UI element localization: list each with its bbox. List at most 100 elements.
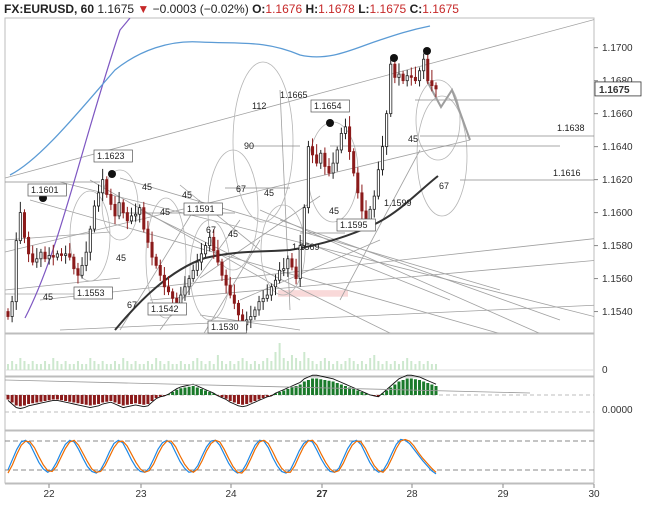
trend-fan-line (139, 209, 391, 333)
candle-body (339, 133, 343, 151)
volume-bar (97, 364, 100, 370)
volume-bar (208, 361, 211, 370)
axes-layer: 1.1540 1.1560 1.1580 1.1600 1.1620 1.1640 1.16… (43, 43, 642, 500)
candle-body (212, 236, 216, 251)
volume-bar (360, 361, 363, 370)
candle-body (397, 73, 401, 78)
volume-bar (52, 358, 55, 370)
volume-bar (216, 355, 219, 370)
volume-bar (89, 358, 92, 370)
volume-bar (348, 358, 351, 370)
price-tick-label: 1.1700 (602, 43, 633, 54)
macd-histogram-bar (422, 381, 426, 395)
candle-body (282, 268, 286, 271)
macd-histogram-bar (129, 395, 133, 404)
candle-body (183, 286, 187, 296)
macd-histogram-bar (356, 390, 360, 395)
date-tick-label: 29 (497, 489, 509, 500)
candle-body (265, 294, 269, 299)
stochastic-d-line (7, 438, 437, 474)
candle-body (162, 274, 166, 288)
indicator-layer (9, 18, 439, 331)
price-tick-label: 1.1540 (602, 307, 633, 318)
volume-bar (311, 361, 314, 370)
candle-body (14, 240, 18, 303)
candle-body (105, 179, 109, 195)
macd-histogram-bar (175, 389, 179, 395)
macd-histogram-bar (212, 393, 216, 395)
candle-body (97, 192, 101, 207)
price-tick-label: 1.1580 (602, 241, 633, 252)
macd-histogram-bar (183, 387, 187, 395)
volume-bar (159, 361, 162, 370)
macd-histogram-bar (236, 395, 240, 404)
candle-body (327, 166, 331, 174)
macd-histogram-bar (348, 387, 352, 395)
volume-bar (188, 364, 191, 370)
macd-histogram-bar (339, 384, 343, 395)
volume-bar (23, 361, 26, 370)
volume-bar (286, 361, 289, 370)
macd-histogram-bar (84, 395, 88, 405)
candle-body (101, 179, 105, 194)
volume-bar (163, 364, 166, 370)
volume-bar (122, 358, 125, 370)
angle-label: 45 (43, 292, 53, 302)
volume-bar (72, 364, 75, 370)
candle-body (249, 316, 253, 321)
candle-body (146, 228, 150, 243)
volume-bar (381, 364, 384, 370)
macd-histogram-bar (335, 383, 339, 395)
macd-histogram-bar (208, 392, 212, 395)
candle-body (376, 169, 380, 197)
volume-bar (101, 361, 104, 370)
candle-body (294, 266, 298, 279)
date-tick-label: 23 (135, 489, 147, 500)
volume-bar (155, 358, 158, 370)
annotation-box (310, 99, 350, 113)
low-label: L: (358, 2, 370, 16)
price-tick-label: 1.1600 (602, 208, 633, 219)
volume-bar (171, 364, 174, 370)
candle-body (92, 205, 96, 230)
open-value: 1.1676 (265, 2, 303, 16)
candle-body (59, 253, 64, 256)
volume-bar (303, 352, 306, 370)
macd-histogram-bar (302, 381, 306, 395)
macd-histogram-bar (51, 395, 55, 400)
volume-bar (258, 364, 261, 370)
candle-body (39, 251, 43, 260)
candle-body (418, 70, 422, 82)
macd-histogram-bar (249, 395, 253, 403)
candle-body (125, 212, 129, 222)
macd-histogram-bar (401, 380, 405, 395)
price-tick-label: 1.1620 (602, 175, 633, 186)
macd-histogram-bar (31, 395, 35, 404)
trend-fan-line (199, 195, 321, 279)
candle-body (273, 279, 278, 288)
macd-histogram-bar (158, 395, 162, 397)
candle-body (84, 251, 88, 266)
candle-body (413, 76, 417, 82)
macd-histogram-bar (343, 386, 347, 395)
macd-histogram-bar (121, 395, 125, 406)
trend-fan-line (119, 177, 501, 291)
angle-label: 45 (182, 190, 192, 200)
macd-histogram-bar (195, 387, 199, 395)
macd-histogram-bar (224, 395, 228, 399)
macd-histogram-bar (381, 393, 384, 395)
candle-body (191, 269, 195, 279)
annotation-label: 1.1654 (314, 101, 342, 111)
gann-arc (260, 204, 306, 296)
candle-body (64, 253, 68, 256)
trend-fan-line (39, 238, 594, 301)
macd-histogram-bar (286, 389, 290, 395)
candle-body (208, 236, 212, 246)
volume-bar (274, 352, 277, 370)
macd-histogram-bar (6, 395, 10, 400)
candle-body (80, 264, 84, 276)
candle-body (216, 250, 220, 263)
macd-histogram-bar (323, 380, 327, 395)
volume-bar (319, 361, 322, 370)
